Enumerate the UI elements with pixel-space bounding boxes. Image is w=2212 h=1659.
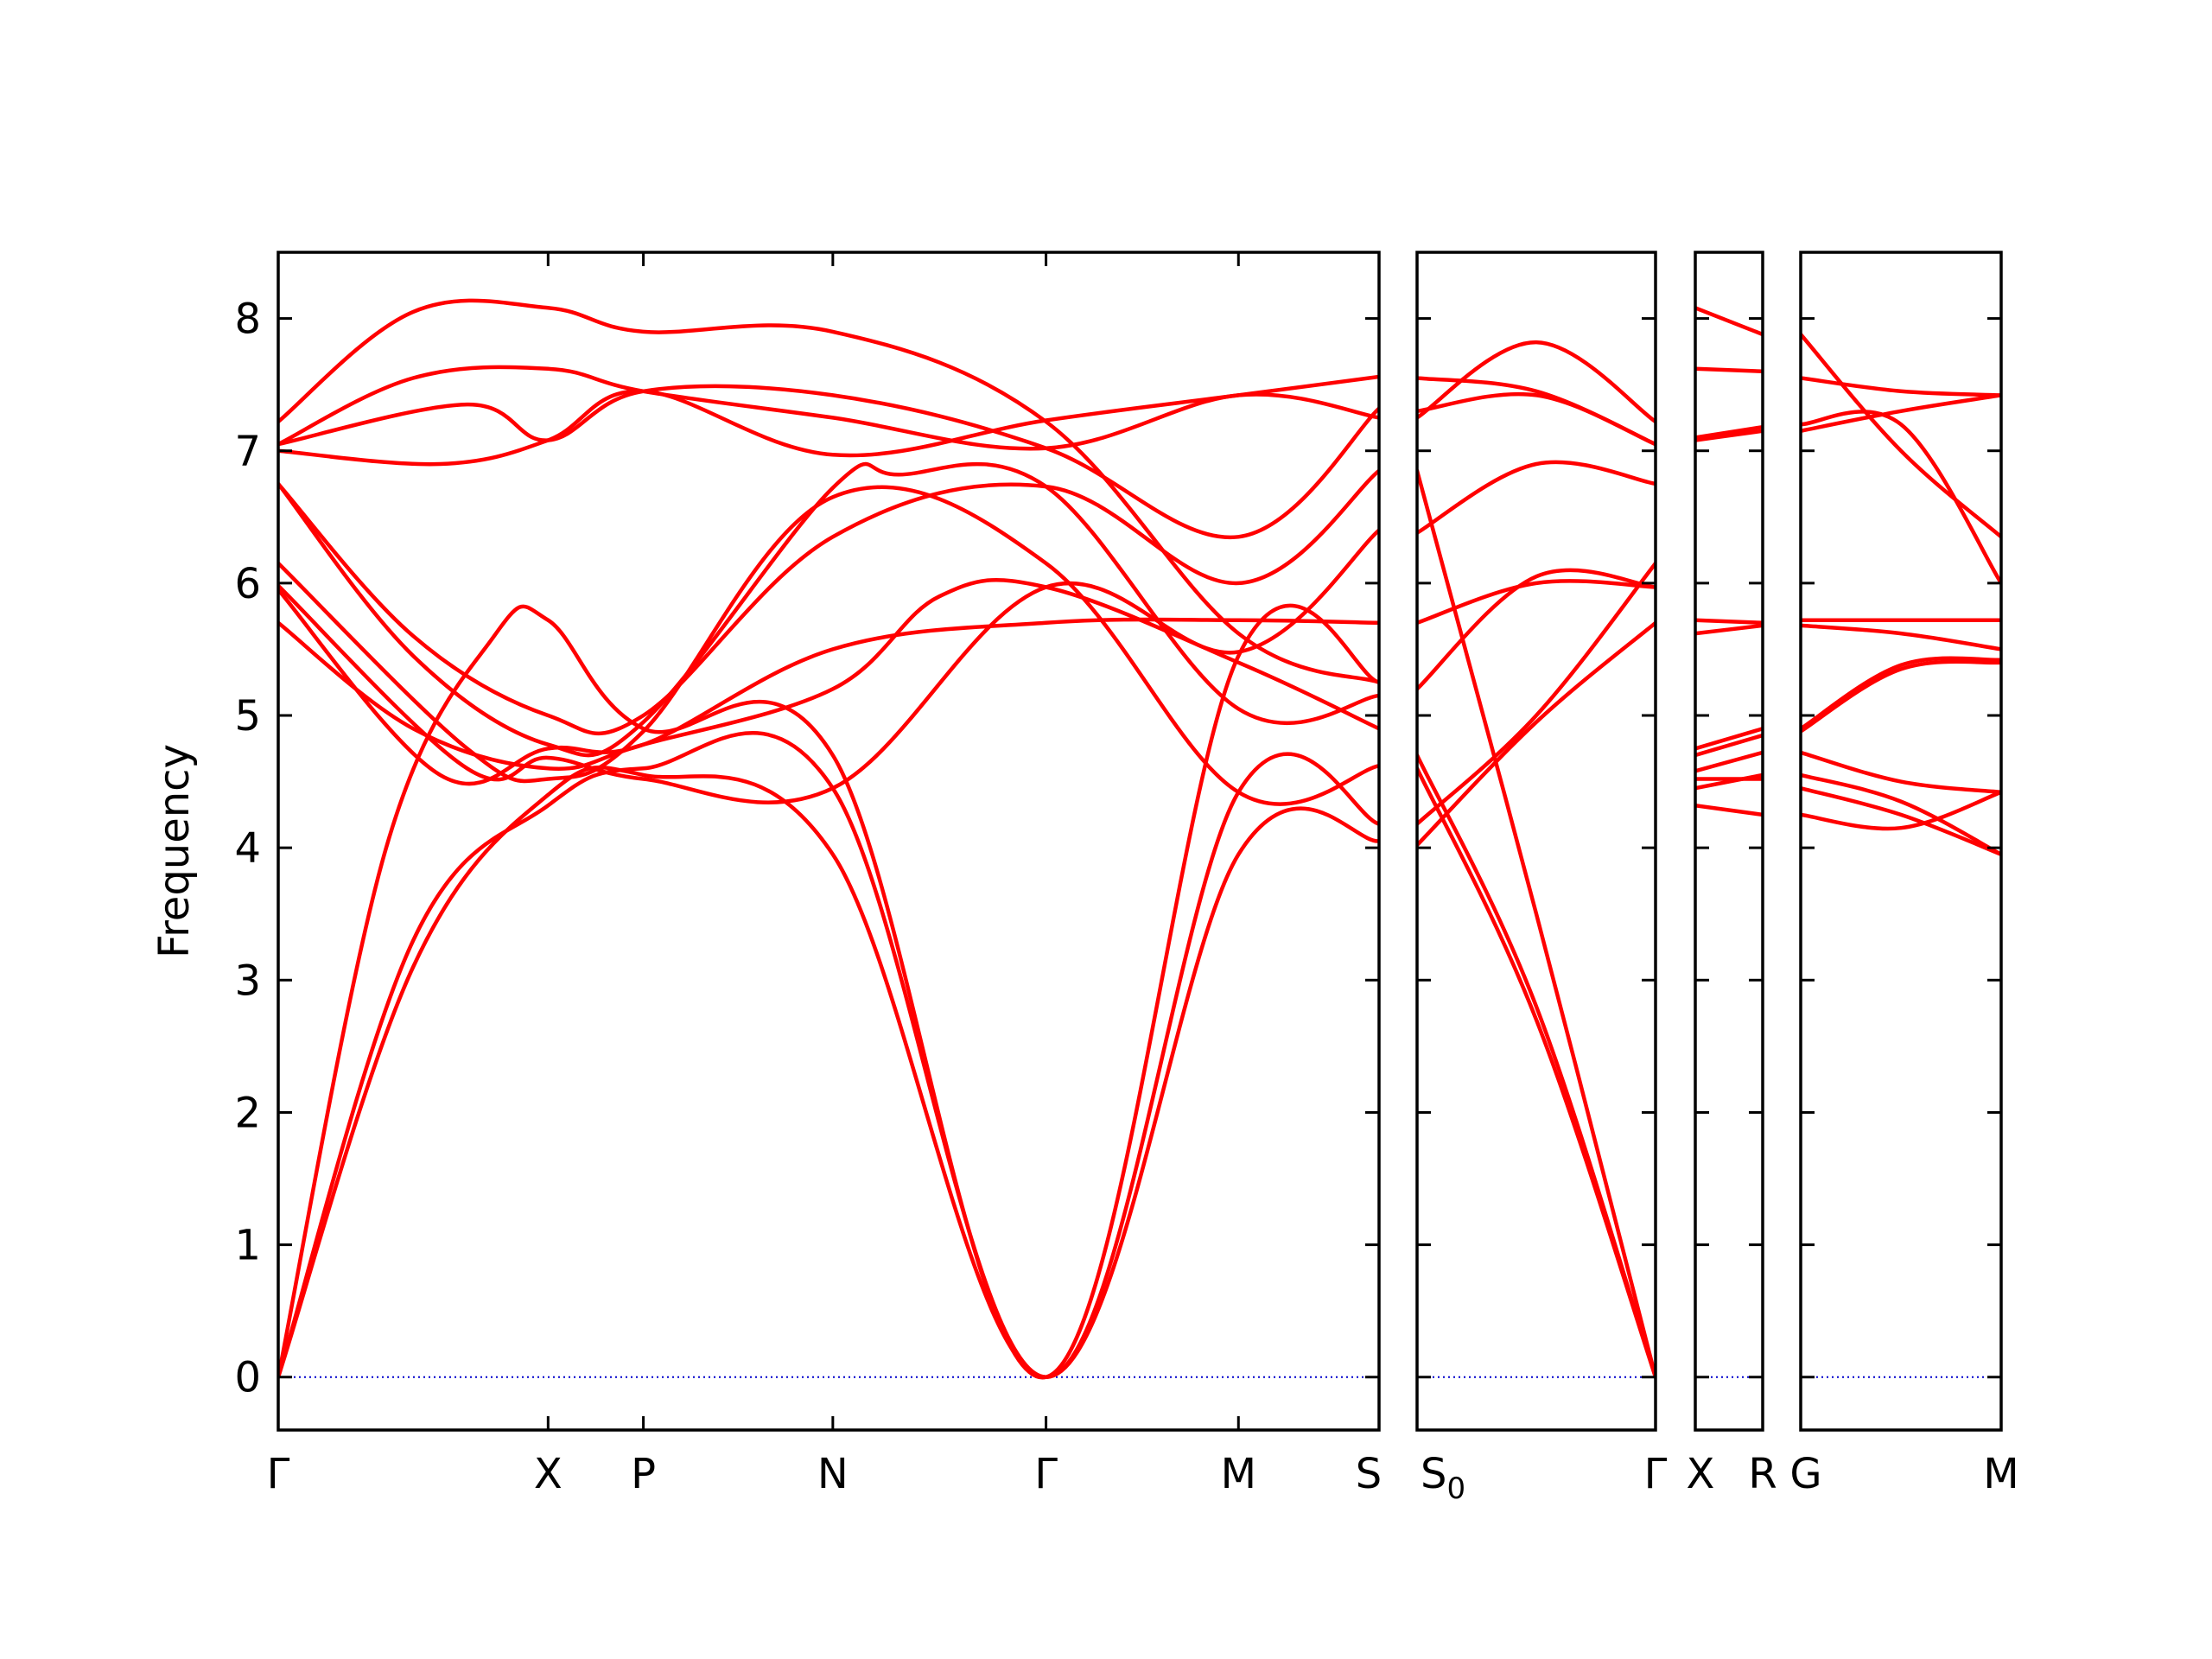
phonon-band-3: [1417, 468, 1656, 1379]
phonon-band-6: [278, 528, 1379, 804]
panel-frame: [1415, 251, 1657, 1432]
y-tick-label: 1: [234, 1222, 261, 1270]
panel-2: S0 Γ: [1415, 251, 1668, 1506]
y-tick-label: 6: [234, 560, 261, 608]
phonon-band-2: [1801, 785, 2001, 857]
band-group: [1801, 332, 2001, 857]
phonon-band-9: [1695, 429, 1763, 442]
phonon-band-11: [1801, 376, 2001, 397]
phonon-band-5: [1801, 659, 2001, 734]
x-tick-label: X: [534, 1450, 563, 1498]
phonon-band-8: [278, 468, 1379, 736]
phonon-band-12: [278, 365, 1379, 451]
phonon-band-3: [278, 603, 1379, 1380]
phonon-band-10: [1695, 424, 1763, 440]
band-group: [1417, 340, 1656, 1379]
x-tick-label: M: [1221, 1450, 1256, 1498]
phonon-band-5: [1417, 561, 1656, 826]
phonon-band-7: [1417, 579, 1656, 626]
phonon-band-13: [278, 298, 1379, 684]
phonon-band-10: [1801, 410, 2001, 586]
phonon-band-9: [278, 461, 1379, 758]
phonon-band-4: [1417, 620, 1656, 848]
phonon-band-6: [1801, 656, 2001, 731]
x-tick-label: Γ: [267, 1450, 290, 1498]
phonon-band-9: [1417, 391, 1656, 447]
phonon-band-6: [1417, 568, 1656, 691]
x-tick-label: P: [631, 1450, 656, 1498]
phonon-band-4: [1695, 750, 1763, 773]
panel-frame: [1694, 251, 1764, 1432]
band-group: [278, 298, 1379, 1380]
phonon-band-1: [1695, 803, 1763, 817]
phonon-band-9: [1801, 393, 2001, 433]
phonon-band-11: [278, 384, 1379, 540]
y-tick-label: 2: [234, 1089, 261, 1137]
phonon-band-7: [1695, 623, 1763, 636]
phonon-band-10: [278, 374, 1379, 467]
phonon-band-1: [278, 765, 1379, 1379]
phonon-band-6: [1695, 727, 1763, 751]
x-tick-label-subscript: 0: [1446, 1471, 1465, 1506]
x-tick-label: X: [1687, 1450, 1715, 1498]
x-tick-label: Γ: [1034, 1450, 1058, 1498]
phonon-band-2: [1417, 766, 1656, 1379]
phonon-band-1: [1417, 753, 1656, 1379]
phonon-band-8: [1695, 618, 1763, 626]
phonon-band-7: [1801, 623, 2001, 652]
phonon-band-1: [1801, 790, 2001, 831]
phonon-band-5: [1695, 733, 1763, 758]
phonon-band-11: [1417, 340, 1656, 424]
y-axis-title: Frequency: [150, 744, 199, 958]
phonon-band-10: [1417, 376, 1656, 447]
x-tick-label: S0: [1421, 1450, 1465, 1506]
x-tick-label: Γ: [1644, 1450, 1668, 1498]
y-tick-label: 5: [234, 692, 261, 741]
phonon-band-11: [1695, 366, 1763, 374]
x-tick-label: R: [1748, 1450, 1777, 1498]
phonon-band-4: [1801, 750, 2001, 795]
y-tick-label: 4: [234, 824, 261, 873]
y-tick-label: 0: [234, 1354, 261, 1402]
phonon-band-2: [278, 731, 1379, 1379]
x-tick-label: S: [1356, 1450, 1382, 1498]
band-group: [1695, 306, 1763, 817]
y-tick-label: 3: [234, 957, 261, 1005]
panel-frame: [1799, 251, 2003, 1432]
y-tick-label: 8: [234, 296, 261, 344]
phonon-band-12: [1801, 332, 2001, 539]
phonon-band-7: [278, 485, 1379, 806]
phonon-band-8: [1417, 460, 1656, 535]
phonon-band-12: [1695, 306, 1763, 337]
y-tick-label: 7: [234, 428, 261, 476]
panel-frame: [276, 251, 1381, 1432]
phonon-band-5: [278, 588, 1379, 786]
x-tick-label: G: [1789, 1450, 1821, 1498]
phonon-band-2: [1695, 772, 1763, 791]
x-tick-label: M: [1983, 1450, 2018, 1498]
phonon-band-3: [1801, 772, 2001, 857]
x-tick-label: N: [817, 1450, 849, 1498]
